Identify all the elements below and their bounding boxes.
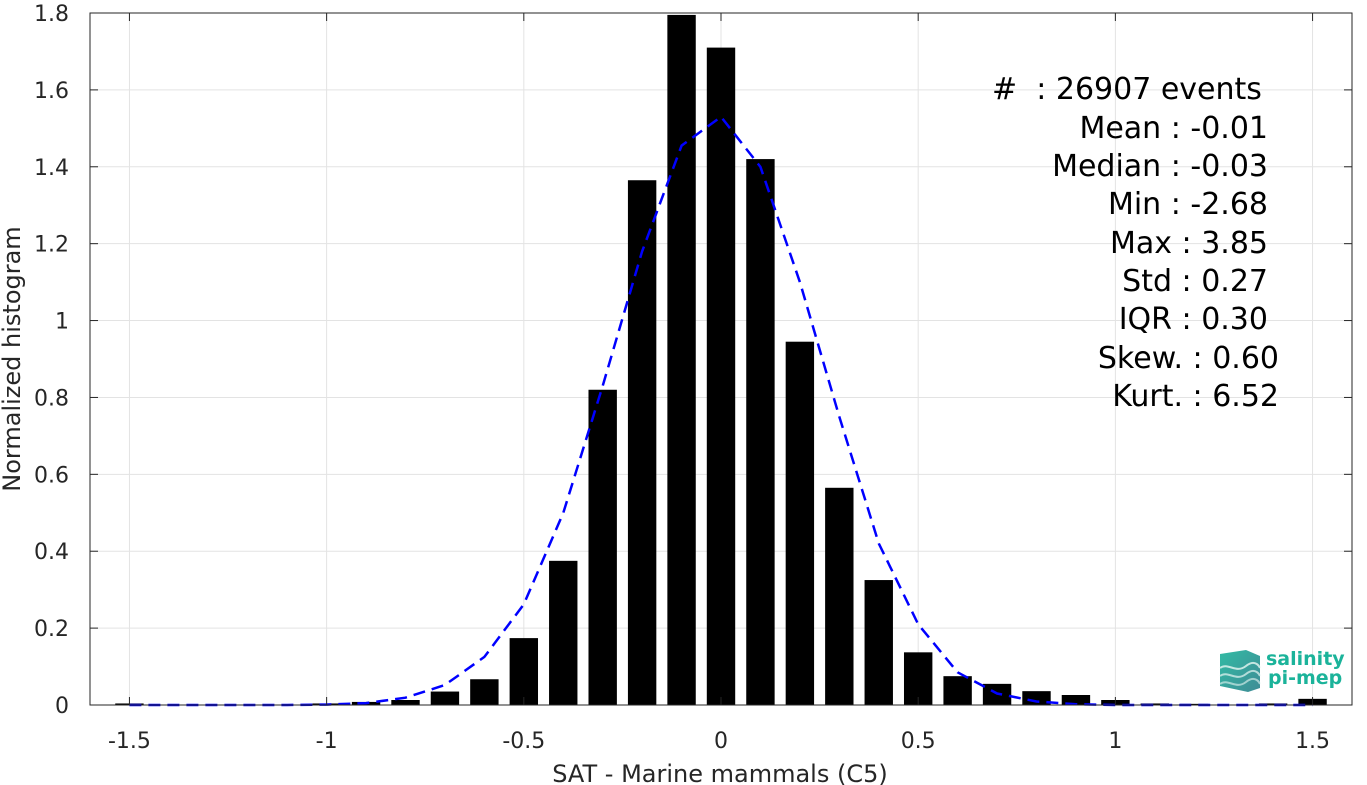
y-tick-label: 0 — [55, 694, 69, 719]
salinity-pi-mep-logo: salinity pi-mep — [1216, 646, 1346, 696]
histogram-bar — [785, 341, 815, 705]
histogram-bar — [1258, 703, 1288, 705]
x-tick-label: 0.5 — [901, 729, 936, 754]
histogram-bar — [864, 580, 893, 705]
histogram-bar — [1022, 691, 1051, 705]
stat-median: Median : -0.03 — [1052, 149, 1268, 184]
histogram-bar — [1061, 695, 1091, 705]
y-tick-label: 1.4 — [34, 156, 69, 181]
y-axis-label: Normalized histogram — [0, 226, 26, 491]
histogram-bar — [470, 679, 499, 705]
x-tick-label: -0.5 — [502, 729, 545, 754]
histogram-bar — [943, 676, 972, 705]
histogram-bar — [430, 691, 460, 705]
stat-min: Min : -2.68 — [1107, 187, 1268, 222]
stat-std: Std : 0.27 — [1122, 264, 1268, 299]
histogram-bar — [903, 652, 933, 705]
histogram-bar — [509, 638, 539, 705]
histogram-bars — [115, 14, 1327, 706]
stat-events: # : 26907 events — [992, 72, 1262, 107]
stat-iqr: IQR : 0.30 — [1118, 302, 1268, 337]
y-tick-label: 0.8 — [34, 386, 69, 411]
y-tick-label: 1.8 — [34, 2, 69, 27]
histogram-bar — [667, 14, 696, 705]
x-tick-label: -1.5 — [108, 729, 151, 754]
stat-max: Max : 3.85 — [1110, 226, 1268, 261]
x-axis-label: SAT - Marine mammals (C5) — [552, 760, 887, 785]
x-tick-label: 1.5 — [1295, 729, 1330, 754]
histogram-bar — [706, 47, 736, 706]
histogram-bar — [588, 389, 617, 705]
stat-skew: Skew. : 0.60 — [1097, 341, 1279, 376]
y-tick-label: 0.2 — [34, 617, 69, 642]
stat-kurt: Kurt. : 6.52 — [1112, 379, 1279, 414]
histogram-bar — [825, 487, 854, 705]
wave-logo-icon — [1219, 650, 1261, 692]
y-tick-label: 1.6 — [34, 79, 69, 104]
y-tick-label: 1.2 — [34, 233, 69, 258]
y-tick-label: 1 — [55, 310, 69, 335]
histogram-bar — [1140, 703, 1170, 705]
x-tick-label: -1 — [316, 729, 338, 754]
histogram-bar — [549, 560, 578, 705]
histogram-bar — [1180, 703, 1209, 705]
axis-ticks: -1.5 -1 -0.5 0 0.5 1 1.5 0 0.2 0.4 0.6 0.8 1 1.2 1.4 1.… — [34, 2, 1352, 754]
histogram-bar — [627, 180, 657, 705]
stat-mean: Mean : -0.01 — [1079, 111, 1268, 146]
logo-text-salinity: salinity — [1266, 648, 1345, 670]
x-tick-label: 1 — [1108, 729, 1122, 754]
y-tick-label: 0.6 — [34, 463, 69, 488]
y-tick-label: 0.4 — [34, 540, 69, 565]
logo-text-pi-mep: pi-mep — [1268, 667, 1343, 689]
histogram-bar — [391, 700, 420, 705]
x-tick-label: 0 — [714, 729, 728, 754]
histogram-bar — [746, 159, 775, 706]
